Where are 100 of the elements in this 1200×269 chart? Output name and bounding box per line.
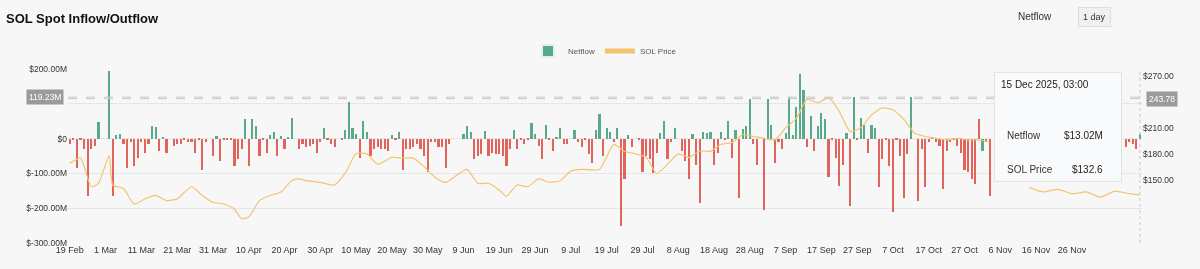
x-tick-label: 9 Jun	[452, 245, 475, 255]
bar	[820, 113, 822, 139]
bar	[870, 125, 873, 139]
bar	[799, 74, 801, 139]
bar	[484, 131, 486, 139]
bar	[727, 121, 729, 139]
bar	[853, 97, 855, 139]
bar	[888, 139, 890, 166]
bar	[305, 139, 307, 147]
annotation: $13.02M	[1064, 130, 1103, 141]
x-tick-label: 20 Apr	[271, 245, 298, 255]
bar	[1125, 139, 1127, 147]
bar	[917, 139, 919, 201]
bar	[763, 139, 765, 210]
bar	[126, 139, 128, 168]
y2-tick-label: $150.00	[1143, 174, 1174, 185]
bar	[573, 130, 576, 139]
y2-tick-label: $180.00	[1143, 148, 1174, 159]
bar	[165, 139, 168, 153]
y-tick-label: $0	[57, 133, 68, 144]
y-tick-label: $-200.00M	[26, 203, 67, 214]
bar	[606, 128, 608, 139]
bar	[137, 139, 139, 158]
bar	[899, 139, 901, 156]
bar	[344, 130, 346, 139]
x-tick-label: 31 Mar	[198, 245, 227, 255]
bar	[409, 139, 411, 149]
bar	[767, 99, 769, 139]
bar	[795, 107, 797, 139]
bar	[498, 139, 500, 154]
bar	[513, 130, 515, 139]
bar	[713, 139, 715, 165]
bar	[423, 139, 425, 156]
bar	[695, 139, 697, 165]
bar	[860, 118, 862, 139]
bar	[369, 139, 372, 156]
bar	[155, 127, 157, 139]
bar	[731, 139, 733, 158]
bar	[309, 139, 311, 146]
bar	[212, 139, 214, 156]
bar	[602, 139, 604, 156]
bar	[674, 128, 676, 139]
bar	[251, 119, 253, 139]
bar	[144, 139, 146, 153]
bar	[631, 139, 633, 147]
bar	[97, 122, 100, 139]
x-tick-label: 7 Oct	[882, 245, 905, 255]
bar	[552, 139, 554, 151]
bar	[530, 123, 533, 139]
bar	[233, 139, 236, 166]
bar	[158, 139, 160, 151]
bar	[255, 126, 257, 139]
bar	[194, 139, 196, 153]
bar	[312, 139, 314, 144]
bar	[495, 139, 497, 154]
bar	[330, 139, 332, 144]
bar	[391, 135, 393, 139]
bar	[362, 121, 364, 139]
bar	[359, 139, 361, 158]
text: Netflow	[1018, 11, 1053, 22]
bar	[273, 132, 275, 139]
bar	[87, 139, 89, 196]
bar	[523, 139, 525, 144]
x-tick-label: 7 Sep	[773, 245, 798, 255]
bar	[806, 139, 808, 147]
bar	[427, 139, 429, 172]
bar	[205, 139, 207, 142]
bar	[967, 139, 969, 172]
bar	[774, 139, 776, 163]
bar	[813, 139, 815, 151]
bar	[151, 126, 153, 139]
bar	[810, 116, 812, 139]
x-tick-label: 1 Mar	[94, 245, 118, 255]
ref-line-label: 119.23M	[29, 92, 62, 102]
bar	[756, 139, 758, 165]
bar	[266, 139, 268, 153]
x-tick-label: 21 Mar	[163, 245, 192, 255]
annotation: SOL Price	[1007, 164, 1053, 175]
x-tick-label: 10 May	[341, 245, 372, 255]
x-tick-label: 17 Oct	[915, 245, 943, 255]
bar	[842, 139, 844, 165]
x-tick-label: 18 Aug	[699, 245, 729, 255]
bar	[187, 139, 189, 142]
bar	[437, 139, 440, 147]
bar	[609, 132, 611, 139]
x-tick-label: 29 Jul	[630, 245, 655, 255]
bar	[641, 139, 644, 172]
bar	[470, 132, 472, 139]
x-tick-label: 27 Sep	[842, 245, 872, 255]
bar	[981, 139, 984, 151]
bar	[201, 139, 203, 170]
x-tick-label: 19 Feb	[55, 245, 84, 255]
bar	[219, 139, 221, 161]
bar	[781, 139, 783, 149]
legend-label: Netflow	[568, 47, 595, 57]
bar	[598, 114, 601, 139]
x-tick-label: 17 Sep	[807, 245, 836, 255]
y-tick-label: $200.00M	[29, 63, 67, 74]
ref-line-label: 243.78	[1149, 94, 1176, 104]
bar	[180, 139, 182, 144]
